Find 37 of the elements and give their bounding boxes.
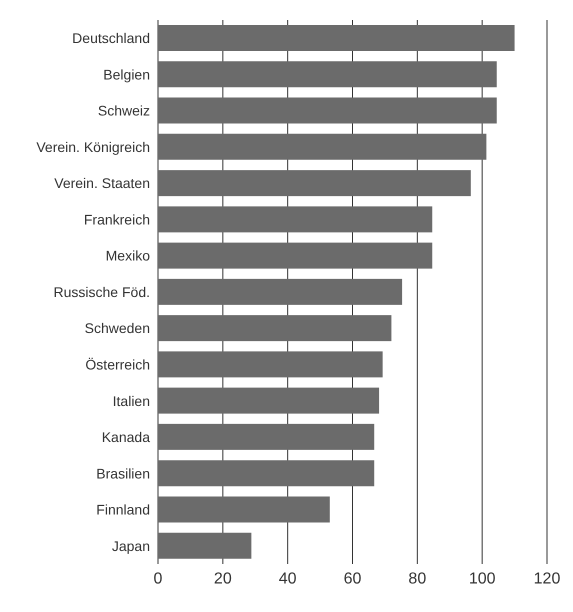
y-tick-label: Belgien	[103, 66, 150, 82]
y-tick-label: Italien	[112, 392, 150, 409]
y-tick-label: Verein. Staaten	[54, 175, 150, 192]
y-tick-label: Finnland	[96, 502, 150, 518]
y-tick-label: Frankreich	[84, 211, 150, 228]
x-tick-label: 80	[408, 570, 426, 588]
y-tick-label: Russische Föd.	[54, 284, 150, 300]
bar	[158, 460, 374, 486]
y-tick-label: Schweiz	[98, 102, 150, 119]
y-tick-label: Mexiko	[106, 248, 150, 264]
bar	[158, 206, 432, 232]
x-tick-label: 60	[344, 570, 362, 588]
y-tick-label: Schweden	[84, 320, 150, 336]
y-tick-label: Deutschland	[72, 30, 150, 46]
bar	[158, 278, 402, 305]
y-tick-label: Brasilien	[96, 465, 150, 482]
bar	[158, 134, 486, 160]
bar	[158, 242, 432, 269]
x-tick-label: 100	[468, 570, 496, 588]
bar	[158, 25, 515, 51]
bar	[158, 98, 497, 124]
y-tick-label: Verein. Königreich	[36, 138, 150, 155]
bar	[158, 388, 380, 414]
y-tick-label: Österreich	[85, 356, 150, 373]
bar	[158, 61, 497, 88]
x-tick-label: 20	[214, 570, 232, 588]
y-tick-label: Kanada	[102, 429, 150, 446]
bar	[158, 315, 392, 342]
bar	[158, 351, 383, 378]
bar	[158, 532, 252, 559]
bar	[158, 170, 471, 196]
x-tick-label: 0	[154, 570, 163, 588]
bar	[158, 424, 374, 450]
bar	[158, 496, 330, 522]
y-tick-label: Japan	[112, 538, 150, 554]
x-tick-label: 120	[534, 570, 560, 588]
x-tick-label: 40	[278, 570, 297, 588]
